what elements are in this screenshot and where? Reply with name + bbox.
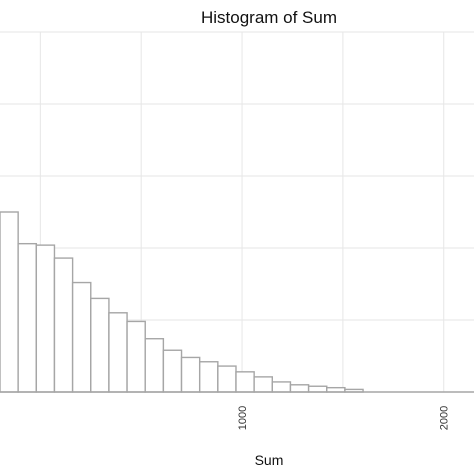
histogram-bar <box>126 320 146 393</box>
histogram-bar <box>144 338 165 393</box>
histogram-bar <box>108 312 128 393</box>
histogram-bar <box>90 297 110 393</box>
histogram-bar <box>235 371 255 393</box>
histogram-bar <box>253 376 273 393</box>
x-axis-label: Sum <box>255 452 284 468</box>
histogram-bar <box>71 281 92 393</box>
histogram-bar <box>53 257 74 393</box>
histogram-bar <box>217 365 237 393</box>
histogram-bar <box>162 349 183 393</box>
x-tick-label: 2000 <box>439 406 451 430</box>
histogram-bar <box>35 244 56 393</box>
histogram-bar <box>289 384 310 393</box>
x-tick-label: 1000 <box>237 406 249 430</box>
histogram-bar <box>0 211 19 393</box>
grid-lines <box>0 31 474 392</box>
histogram-bar <box>271 381 292 393</box>
x-axis: 1000 2000 <box>0 391 474 430</box>
histogram-bar <box>307 385 328 393</box>
chart-title: Histogram of Sum <box>201 8 337 27</box>
histogram-bar <box>17 242 38 393</box>
histogram-bar <box>198 361 219 393</box>
histogram-bar <box>180 356 201 393</box>
histogram-bars <box>0 211 364 393</box>
